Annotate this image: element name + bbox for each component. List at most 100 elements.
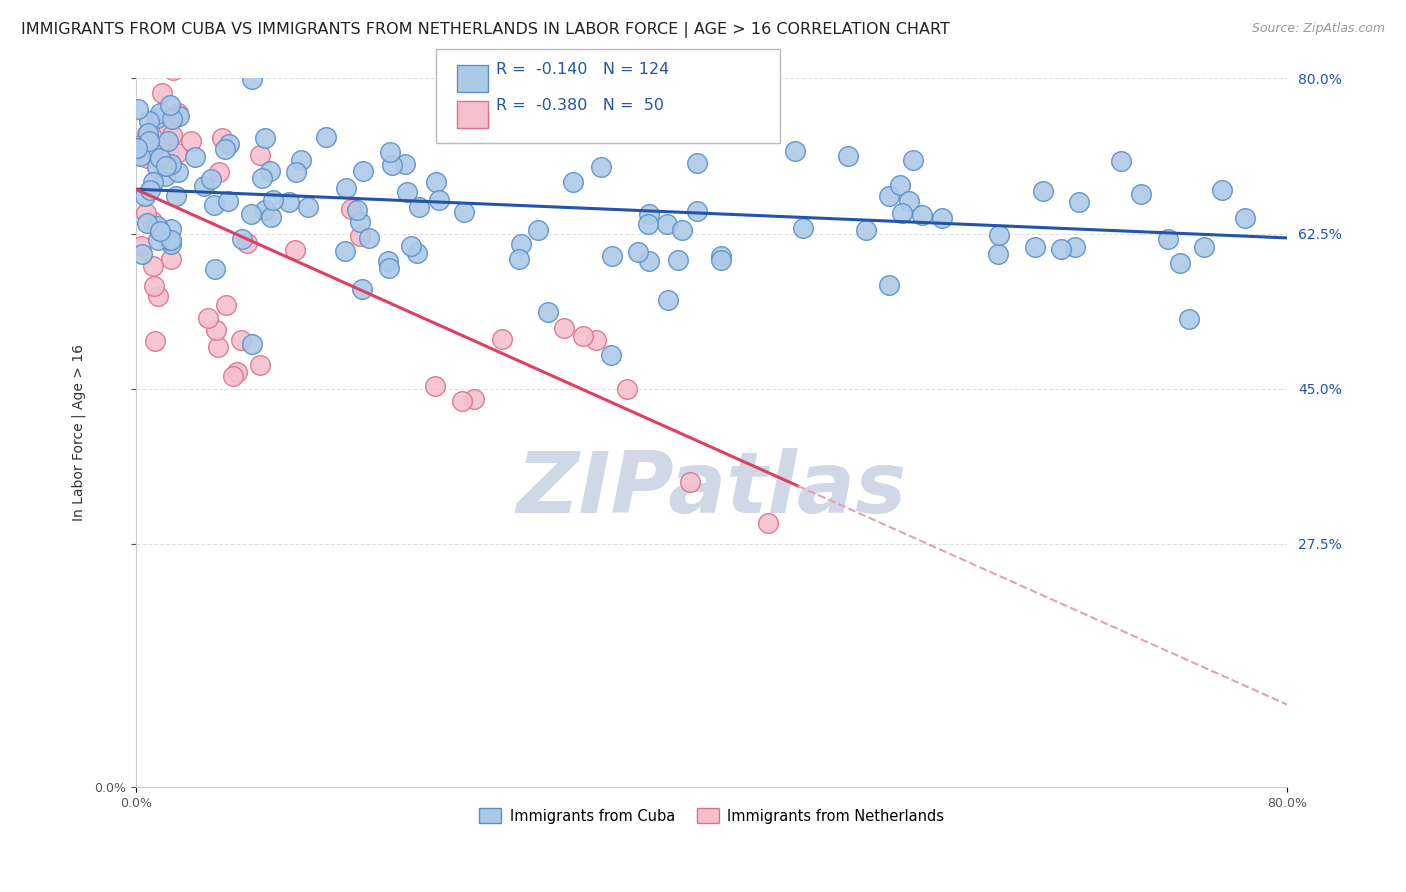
- Point: [792, 221, 814, 235]
- Point: [616, 382, 638, 396]
- Point: [218, 137, 240, 152]
- Point: [1168, 256, 1191, 270]
- Point: [349, 215, 371, 229]
- Point: [193, 178, 215, 193]
- Point: [405, 246, 427, 260]
- Point: [377, 260, 399, 275]
- Point: [837, 149, 859, 163]
- Point: [125, 141, 148, 155]
- Point: [143, 279, 166, 293]
- Point: [377, 253, 399, 268]
- Point: [526, 223, 548, 237]
- Point: [259, 164, 281, 178]
- Point: [205, 323, 228, 337]
- Point: [1192, 240, 1215, 254]
- Point: [262, 193, 284, 207]
- Point: [638, 207, 661, 221]
- Point: [638, 253, 661, 268]
- Point: [159, 222, 181, 236]
- Point: [425, 175, 447, 189]
- Point: [408, 200, 430, 214]
- Point: [165, 189, 187, 203]
- Y-axis label: In Labor Force | Age > 16: In Labor Force | Age > 16: [72, 344, 86, 521]
- Point: [211, 131, 233, 145]
- Point: [156, 134, 179, 148]
- Point: [184, 150, 207, 164]
- Point: [127, 102, 149, 116]
- Point: [148, 122, 170, 136]
- Point: [146, 288, 169, 302]
- Point: [141, 139, 163, 153]
- Point: [1049, 242, 1071, 256]
- Point: [231, 232, 253, 246]
- Point: [143, 334, 166, 348]
- Point: [127, 142, 149, 156]
- Point: [142, 175, 165, 189]
- Point: [890, 205, 912, 219]
- Point: [125, 141, 148, 155]
- Point: [225, 365, 247, 379]
- Point: [429, 194, 451, 208]
- Point: [671, 223, 693, 237]
- Point: [153, 169, 176, 183]
- Point: [1234, 211, 1257, 226]
- Point: [394, 157, 416, 171]
- Point: [166, 145, 188, 160]
- Point: [141, 214, 163, 228]
- Point: [1211, 183, 1233, 197]
- Point: [167, 106, 190, 120]
- Point: [1178, 311, 1201, 326]
- Point: [149, 105, 172, 120]
- Point: [134, 189, 156, 203]
- Point: [138, 126, 160, 140]
- Point: [1109, 153, 1132, 168]
- Point: [127, 139, 149, 153]
- Point: [249, 148, 271, 162]
- Point: [138, 134, 160, 148]
- Point: [315, 129, 337, 144]
- Point: [148, 233, 170, 247]
- Point: [138, 114, 160, 128]
- Point: [1063, 240, 1085, 254]
- Point: [229, 334, 252, 348]
- Point: [167, 109, 190, 123]
- Text: IMMIGRANTS FROM CUBA VS IMMIGRANTS FROM NETHERLANDS IN LABOR FORCE | AGE > 16 CO: IMMIGRANTS FROM CUBA VS IMMIGRANTS FROM …: [21, 22, 950, 38]
- Text: Source: ZipAtlas.com: Source: ZipAtlas.com: [1251, 22, 1385, 36]
- Point: [200, 172, 222, 186]
- Point: [399, 239, 422, 253]
- Point: [249, 358, 271, 372]
- Point: [156, 120, 179, 134]
- Point: [152, 86, 174, 100]
- Point: [135, 151, 157, 165]
- Point: [180, 134, 202, 148]
- Point: [553, 320, 575, 334]
- Point: [297, 200, 319, 214]
- Point: [571, 328, 593, 343]
- Point: [278, 194, 301, 209]
- Point: [340, 202, 363, 216]
- Point: [686, 203, 709, 218]
- Point: [349, 228, 371, 243]
- Point: [1067, 194, 1090, 209]
- Point: [679, 475, 702, 489]
- Point: [987, 246, 1010, 260]
- Point: [157, 234, 180, 248]
- Point: [509, 236, 531, 251]
- Point: [911, 208, 934, 222]
- Point: [167, 165, 190, 179]
- Point: [508, 252, 530, 266]
- Text: ZIPatlas: ZIPatlas: [516, 448, 907, 531]
- Point: [136, 217, 159, 231]
- Point: [1130, 187, 1153, 202]
- Point: [155, 159, 177, 173]
- Point: [285, 164, 308, 178]
- Point: [284, 243, 307, 257]
- Point: [160, 156, 183, 170]
- Point: [877, 189, 900, 203]
- Point: [1157, 232, 1180, 246]
- Point: [159, 98, 181, 112]
- Text: R =  -0.140   N = 124: R = -0.140 N = 124: [496, 62, 669, 78]
- Point: [162, 128, 184, 142]
- Point: [197, 310, 219, 325]
- Point: [585, 333, 607, 347]
